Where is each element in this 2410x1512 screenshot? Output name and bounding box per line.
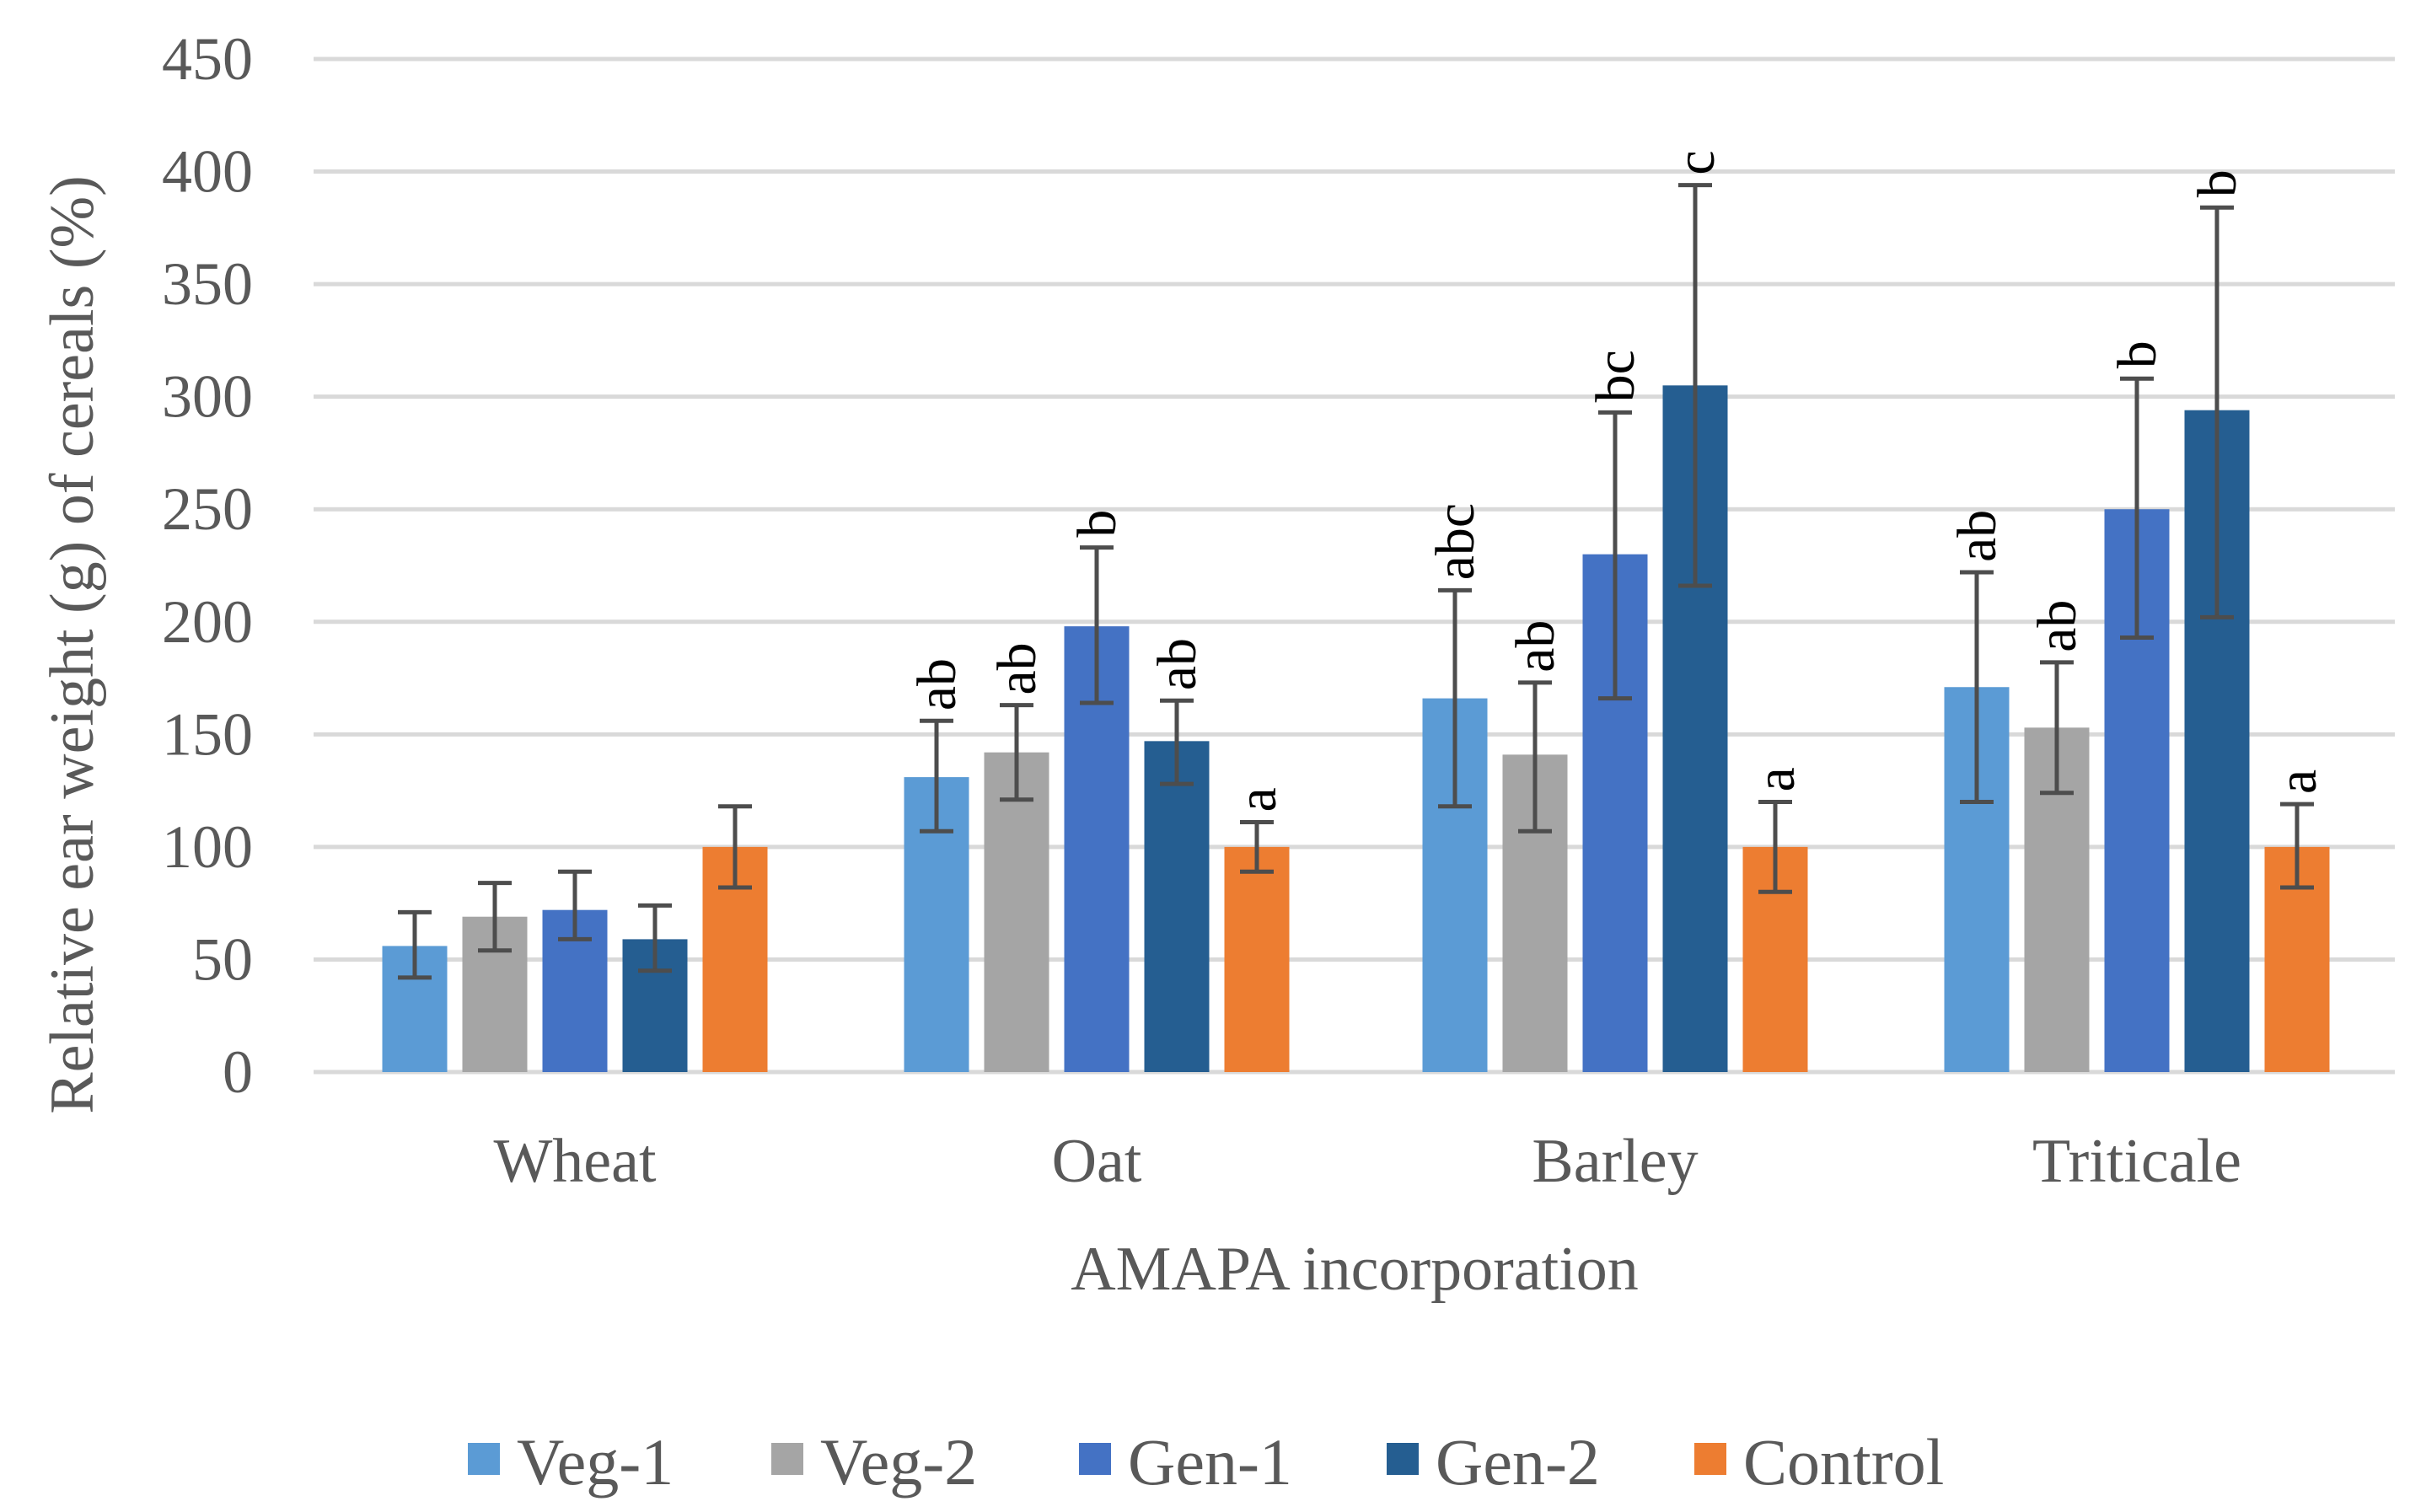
x-axis-title: AMAPA incorporation [1071,1235,1639,1304]
significance-letter: ab [1505,620,1566,673]
legend-label: Gen-1 [1128,1425,1292,1499]
significance-letter: ab [986,642,1048,694]
x-axis-categories: Wheat Oat Barley Triticale [493,1127,2241,1196]
y-tick-label: 350 [162,250,253,318]
y-tick-label: 400 [162,138,253,206]
y-tick-label: 450 [162,25,253,93]
legend-swatch-veg-1 [468,1443,500,1475]
significance-letter: abc [1425,503,1486,581]
significance-letter: bc [1585,350,1646,402]
y-axis-title: Relative ear weight (g) of cereals (%) [38,175,107,1114]
significance-letter: ab [906,658,968,710]
significance-letter: b [2107,340,2168,368]
significance-letter: c [1665,150,1726,174]
legend-swatch-control [1694,1443,1726,1475]
y-axis-ticks: 0 50 100 150 200 250 300 350 400 450 [162,25,253,1106]
significance-letter: ab [1146,638,1208,690]
significance-letter: a [1226,787,1288,812]
legend-swatch-gen-1 [1079,1443,1111,1475]
legend: Veg-1 Veg-2 Gen-1 Gen-2 Control [468,1425,1944,1499]
x-tick-label: Oat [1052,1127,1142,1196]
significance-letter: a [2267,769,2328,794]
y-tick-label: 0 [223,1038,253,1106]
legend-swatch-veg-2 [771,1443,803,1475]
x-tick-label: Wheat [493,1127,657,1196]
y-tick-label: 100 [162,813,253,881]
legend-label: Gen-2 [1436,1425,1600,1499]
x-tick-label: Barley [1532,1127,1698,1196]
significance-letter: b [2187,169,2248,197]
x-tick-label: Triticale [2032,1127,2241,1196]
significance-letter: ab [2026,600,2088,652]
y-tick-label: 300 [162,363,253,431]
bar-gen-2-oat [1144,741,1210,1072]
y-tick-label: 150 [162,700,253,768]
legend-label: Control [1743,1425,1944,1499]
bar-control-oat [1224,846,1290,1072]
legend-label: Veg-1 [517,1425,674,1499]
significance-letter: a [1745,767,1806,791]
significance-letter: b [1066,510,1128,538]
y-tick-label: 200 [162,588,253,656]
significance-letter: ab [1946,510,2008,562]
bar-veg-2-oat [984,752,1049,1072]
legend-swatch-gen-2 [1387,1443,1419,1475]
y-tick-label: 250 [162,475,253,543]
legend-label: Veg-2 [820,1425,977,1499]
y-tick-label: 50 [192,925,253,993]
